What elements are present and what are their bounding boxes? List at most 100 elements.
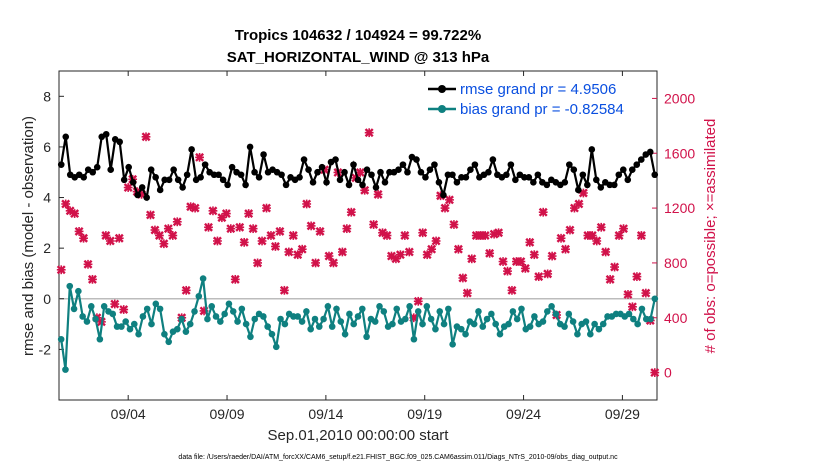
bias-point (427, 315, 435, 323)
rmse-point (255, 173, 263, 181)
y-tick-label-left: -2 (39, 341, 52, 357)
obs-point (565, 225, 575, 235)
rmse-point (129, 179, 137, 186)
rmse-point (566, 161, 573, 168)
rmse-point (179, 184, 186, 191)
bias-point (272, 343, 280, 351)
bias-point (178, 315, 185, 323)
rmse-point (453, 179, 461, 186)
bias-point (165, 338, 173, 346)
bias-point (483, 315, 491, 323)
bias-point (143, 305, 151, 313)
y-tick-label-right: 0 (664, 365, 672, 381)
rmse-point (345, 181, 353, 189)
bias-point (260, 313, 267, 320)
obs-point (329, 258, 338, 268)
bias-point (574, 330, 581, 338)
bias-point (139, 313, 147, 320)
bias-point (277, 315, 284, 323)
rmse-point (485, 168, 492, 176)
bias-point (419, 320, 426, 328)
bias-point (87, 303, 95, 310)
rmse-point (332, 156, 339, 163)
obs-point (480, 231, 490, 240)
rmse-point (251, 168, 258, 176)
bias-point (70, 305, 78, 313)
obs-point (395, 250, 405, 260)
y-tick-label-right: 1200 (664, 200, 695, 216)
obs-point (503, 266, 512, 276)
rmse-point (584, 181, 591, 189)
bias-point (234, 318, 241, 325)
data-file-footer: data file: /Users/raeder/DAI/ATM_forcXX/… (178, 454, 618, 461)
obs-point (418, 228, 428, 238)
bias-point (75, 287, 82, 295)
bias-point (199, 275, 207, 282)
rmse-point (314, 168, 321, 176)
rmse-point (138, 184, 146, 191)
bias-point (229, 308, 237, 315)
bias-point (100, 303, 108, 310)
bias-point (393, 305, 401, 313)
obs-point (574, 199, 584, 209)
bias-point (651, 295, 659, 303)
x-tick-label: 09/29 (605, 406, 640, 422)
x-tick-label: 09/09 (210, 406, 245, 422)
obs-point (88, 274, 97, 284)
rmse-point (503, 171, 510, 179)
obs-point (337, 247, 347, 257)
obs-point (172, 217, 182, 227)
bias-point (518, 305, 525, 313)
bias-point (346, 310, 353, 318)
rmse-point (197, 173, 204, 181)
bias-point (591, 320, 598, 328)
rmse-point (610, 181, 618, 189)
chart-title-line2: SAT_HORIZONTAL_WIND @ 313 hPa (227, 49, 490, 66)
bias-point (281, 320, 289, 328)
obs-point (561, 244, 570, 254)
legend-rmse-label: rmse grand pr = 4.9506 (460, 81, 616, 98)
rmse-point (399, 161, 407, 168)
obs-point (302, 199, 312, 209)
obs-point (619, 224, 628, 234)
rmse-point (363, 166, 371, 173)
rmse-point (242, 181, 249, 189)
bias-point (96, 335, 104, 343)
bias-point (225, 300, 233, 308)
bias-point (630, 315, 637, 323)
obs-point (596, 222, 606, 232)
rmse-point (624, 176, 632, 184)
rmse-point (260, 151, 267, 158)
rmse-point (188, 146, 195, 153)
bias-point (161, 330, 168, 338)
obs-point (208, 206, 218, 216)
obs-point (498, 257, 508, 266)
bias-point (432, 325, 439, 333)
rmse-point (534, 171, 542, 179)
y-ticks-left: -2 0 2 4 6 8 (39, 88, 64, 357)
rmse-point (646, 148, 654, 156)
rmse-point (323, 179, 330, 186)
rmse-point (228, 163, 236, 171)
bias-point (212, 313, 220, 320)
bias-point (457, 325, 465, 333)
obs-point (230, 274, 240, 284)
rmse-point (215, 171, 222, 179)
bias-point (462, 330, 469, 338)
bias-point (247, 333, 254, 341)
bias-point (354, 313, 362, 320)
bias-point (647, 315, 654, 323)
obs-point (159, 239, 169, 249)
obs-point (83, 259, 93, 269)
obs-point (534, 272, 544, 282)
bias-point (324, 303, 332, 310)
obs-point (614, 231, 624, 240)
rmse-point (512, 176, 519, 184)
plot-area: 09/04 09/09 09/14 09/19 09/24 09/29 -2 0 2 4 6 8 0… (39, 70, 695, 422)
rmse-point (107, 166, 115, 173)
bias-point (440, 320, 448, 328)
obs-point (311, 258, 321, 268)
rmse-point (237, 171, 245, 179)
y-ticks-right: 0 400 800 1200 1600 2000 (652, 90, 695, 381)
